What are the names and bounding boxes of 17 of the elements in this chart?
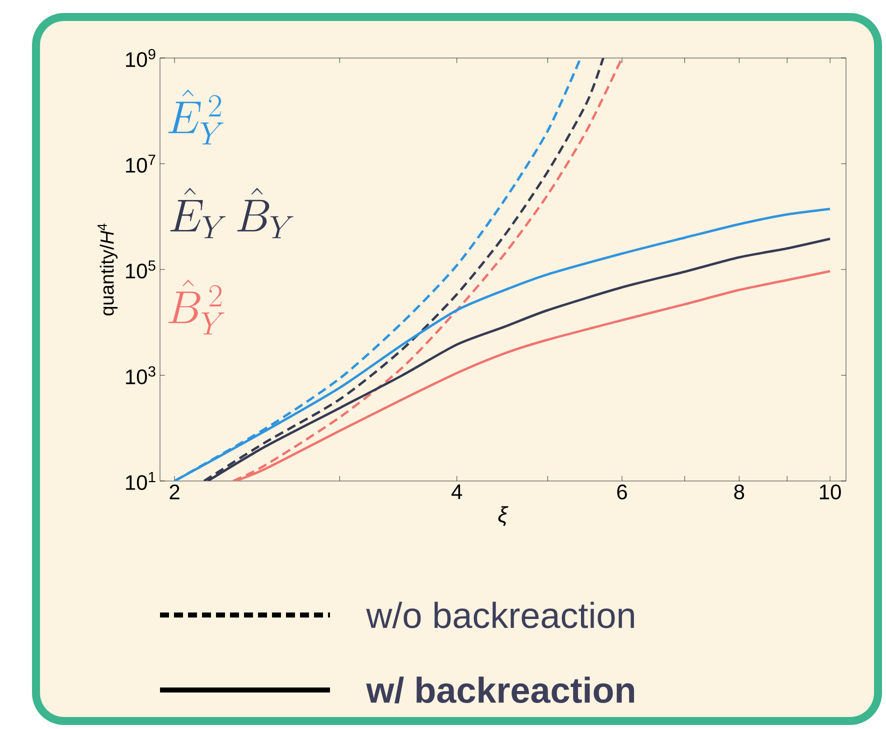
y-tick-label: 10$^{7}$ [126, 154, 156, 173]
y-tick-label: 10$^{3}$ [126, 366, 156, 384]
y-axis-title: quantity/H$^{4}$ [98, 224, 118, 316]
x-tick-label: 6 [617, 484, 627, 500]
text: w/o backreaction [366, 602, 634, 628]
x-axis-title: ξ [498, 506, 508, 526]
y-tick-label: 10$^{1}$ [126, 472, 156, 490]
x-tick-label: 8 [734, 484, 744, 500]
x-tick-label: 4 [452, 484, 462, 499]
x-tick-label: 10 [820, 484, 841, 500]
text: w/ backreaction [366, 676, 634, 704]
x-tick-label: 2 [170, 484, 180, 500]
y-tick-label: 10$^{5}$ [126, 260, 156, 278]
annotation: $\hat{E}_Y^{\,2}$ [168, 90, 224, 144]
annotation: $\hat{E}_Y\,\hat{B}_Y$ [170, 188, 294, 238]
annotation: $\hat{B}_Y^{\,2}$ [168, 280, 224, 334]
y-tick-label: 10$^{9}$ [126, 48, 156, 68]
